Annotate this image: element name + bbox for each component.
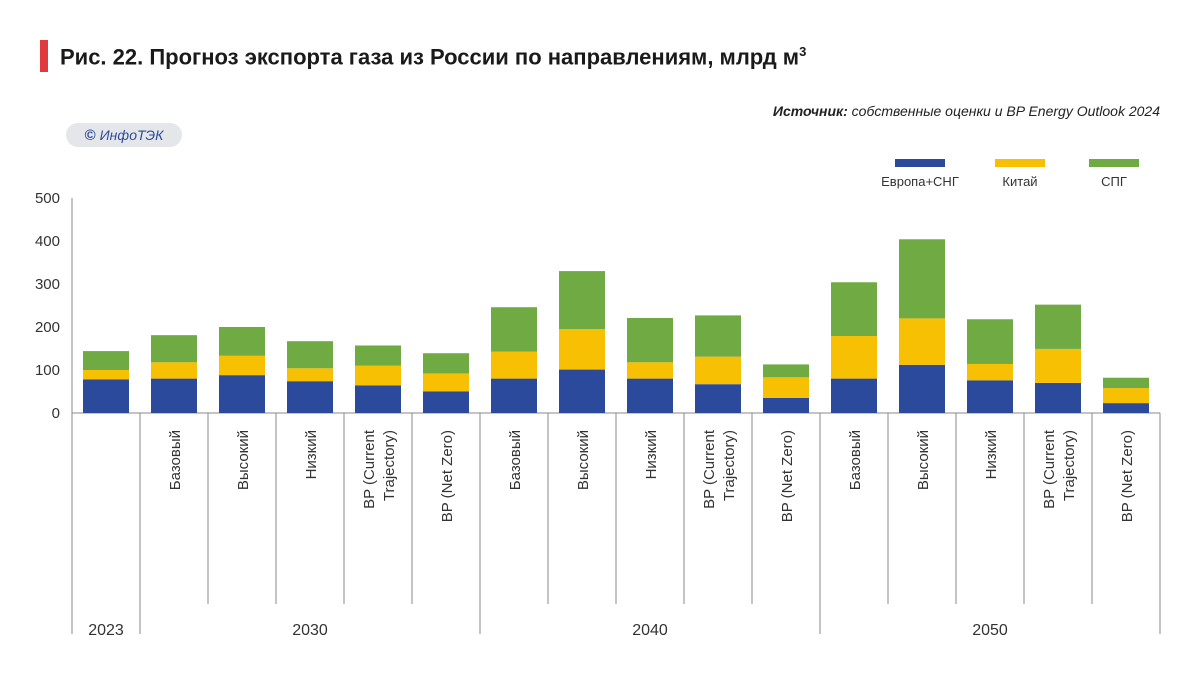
bar-segment (1035, 348, 1081, 383)
bar-segment (695, 315, 741, 357)
chart-title: Рис. 22. Прогноз экспорта газа из России… (60, 44, 807, 70)
bar-segment (219, 327, 265, 356)
infotek-badge: © ИнфоТЭК (66, 123, 182, 147)
bar-segment (219, 375, 265, 413)
bar-segment (627, 317, 673, 363)
legend-label: Европа+СНГ (881, 174, 959, 189)
category-label: BP (Current (1041, 429, 1058, 509)
bar-segment (491, 378, 537, 413)
bar-segment (355, 365, 401, 386)
bar-segment (423, 373, 469, 392)
bar-segment (831, 336, 877, 379)
category-label: BP (Net Zero) (779, 430, 796, 522)
category-label: Trajectory) (381, 430, 398, 501)
y-tick-label: 500 (35, 190, 60, 207)
category-label: Trajectory) (721, 430, 738, 501)
category-label: Низкий (303, 430, 320, 479)
category-label: Низкий (643, 430, 660, 479)
bar-segment (219, 355, 265, 376)
bar-segment (1035, 382, 1081, 413)
bar-segment (287, 381, 333, 413)
legend-swatch (995, 159, 1045, 167)
bar-segment (627, 378, 673, 413)
bar-segment (899, 318, 945, 365)
bar-segment (151, 362, 197, 379)
group-label: 2040 (632, 622, 668, 639)
bar-segment (899, 239, 945, 319)
bar-segment (763, 377, 809, 398)
bar-segment (1103, 403, 1149, 413)
bar-segment (763, 397, 809, 413)
bar-segment (967, 363, 1013, 381)
title-accent-bar (40, 40, 48, 72)
group-label: 2023 (88, 622, 124, 639)
bar-segment (423, 353, 469, 374)
category-label: BP (Current (701, 429, 718, 509)
bar-segment (287, 368, 333, 382)
bar-segment (355, 385, 401, 413)
bar-segment (151, 335, 197, 363)
bar-segment (559, 329, 605, 370)
bar-segment (1035, 304, 1081, 349)
bar-segment (967, 319, 1013, 364)
bar-segment (83, 351, 129, 370)
bar-segment (491, 351, 537, 379)
legend-label: СПГ (1101, 174, 1127, 189)
category-label: Базовый (507, 430, 524, 490)
y-tick-label: 0 (52, 405, 60, 422)
group-label: 2030 (292, 622, 328, 639)
y-tick-label: 300 (35, 276, 60, 293)
legend-swatch (1089, 159, 1139, 167)
bar-segment (1103, 377, 1149, 389)
bar-segment (831, 282, 877, 337)
category-label: BP (Net Zero) (1119, 430, 1136, 522)
bar-segment (287, 341, 333, 369)
y-tick-label: 200 (35, 319, 60, 336)
bar-segment (491, 307, 537, 352)
bar-segment (559, 369, 605, 413)
copyright-icon: © (84, 126, 96, 144)
source-note: Источник: собственные оценки и BP Energy… (772, 103, 1160, 119)
bar-segment (83, 370, 129, 380)
bar-segment (83, 379, 129, 413)
y-tick-label: 400 (35, 233, 60, 250)
legend-swatch (895, 159, 945, 167)
group-label: 2050 (972, 622, 1008, 639)
bar-segment (151, 378, 197, 413)
category-label: Trajectory) (1061, 430, 1078, 501)
bar-segment (763, 364, 809, 378)
bar-segment (1103, 388, 1149, 404)
bar-segment (627, 362, 673, 379)
category-label: Высокий (235, 430, 252, 490)
category-label: Высокий (575, 430, 592, 490)
category-label: Базовый (167, 430, 184, 490)
bar-segment (831, 378, 877, 413)
bar-segment (899, 364, 945, 413)
bar-segment (559, 271, 605, 330)
bar-segment (695, 384, 741, 413)
legend-label: Китай (1002, 174, 1037, 189)
bar-segment (355, 345, 401, 366)
category-label: BP (Current (361, 429, 378, 509)
badge-label: ИнфоТЭК (99, 127, 164, 143)
category-label: BP (Net Zero) (439, 430, 456, 522)
bar-segment (423, 391, 469, 413)
y-tick-label: 100 (35, 362, 60, 379)
category-label: Базовый (847, 430, 864, 490)
category-label: Низкий (983, 430, 1000, 479)
bar-segment (967, 380, 1013, 413)
category-label: Высокий (915, 430, 932, 490)
bar-segment (695, 356, 741, 385)
